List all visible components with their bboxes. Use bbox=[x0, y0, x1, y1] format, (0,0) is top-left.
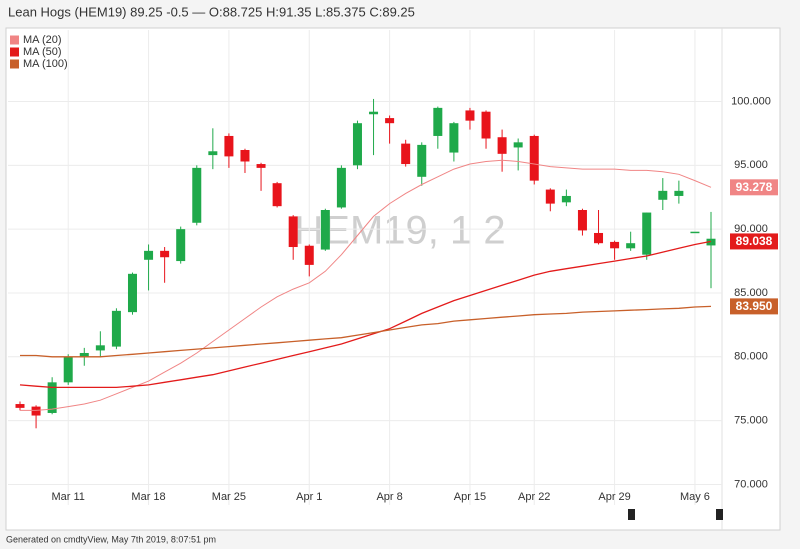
x-tick-label: Mar 18 bbox=[131, 491, 165, 503]
y-tick-label: 80.000 bbox=[734, 351, 768, 363]
candle-body bbox=[47, 382, 57, 413]
x-tick-label: May 6 bbox=[680, 491, 710, 503]
x-tick-label: Apr 22 bbox=[518, 491, 550, 503]
x-tick-label: Apr 1 bbox=[296, 491, 322, 503]
candle-body bbox=[513, 142, 523, 148]
candle-body bbox=[706, 238, 716, 246]
last-value-box bbox=[730, 298, 778, 315]
candle-body bbox=[111, 310, 121, 347]
candle-body bbox=[481, 111, 491, 139]
y-tick-label: 70.000 bbox=[734, 478, 768, 490]
legend-label: MA (50) bbox=[23, 46, 62, 58]
x-tick-label: Apr 8 bbox=[376, 491, 402, 503]
candle-body bbox=[449, 123, 459, 153]
candle-body bbox=[15, 404, 25, 408]
candle-body bbox=[160, 250, 170, 258]
x-tick-label: Apr 15 bbox=[454, 491, 486, 503]
candles bbox=[15, 98, 716, 429]
candle-body bbox=[95, 345, 105, 351]
candle-body bbox=[304, 245, 314, 265]
candle-body bbox=[192, 167, 202, 223]
last-value-box bbox=[730, 179, 778, 196]
candle-body bbox=[465, 110, 475, 121]
y-tick-label: 75.000 bbox=[734, 415, 768, 427]
last-value-label: 83.950 bbox=[736, 299, 773, 313]
candle-body bbox=[272, 183, 282, 207]
y-tick-label: 100.000 bbox=[731, 95, 771, 107]
legend-swatch bbox=[10, 59, 19, 69]
candle-body bbox=[208, 151, 218, 156]
candle-body bbox=[144, 250, 154, 260]
marker-icons bbox=[628, 509, 723, 520]
legend-swatch bbox=[10, 35, 19, 45]
candle-body bbox=[288, 216, 298, 248]
legend-swatch bbox=[10, 47, 19, 57]
footer: Generated on cmdtyView, May 7th 2019, 8:… bbox=[6, 534, 216, 544]
candle-body bbox=[369, 111, 379, 115]
candle-body bbox=[31, 406, 41, 416]
candle-body bbox=[63, 356, 73, 383]
chart-title: Lean Hogs (HEM19) 89.25 -0.5 — O:88.725 … bbox=[8, 4, 415, 19]
y-tick-label: 95.000 bbox=[734, 159, 768, 171]
candle-body bbox=[497, 137, 507, 154]
candle-body bbox=[674, 190, 684, 196]
candle-body bbox=[79, 352, 89, 357]
last-value-label: 89.038 bbox=[736, 234, 773, 248]
candle-body bbox=[545, 189, 555, 204]
candle-body bbox=[176, 229, 186, 262]
x-tick-label: Mar 11 bbox=[51, 491, 84, 503]
candle-body bbox=[240, 150, 250, 162]
candle-body bbox=[626, 243, 636, 249]
candle-body bbox=[561, 195, 571, 203]
candle-body bbox=[577, 210, 587, 231]
y-tick-label: 85.000 bbox=[734, 287, 768, 299]
candle-body bbox=[385, 118, 395, 124]
x-tick-label: Mar 25 bbox=[212, 491, 246, 503]
legend-label: MA (20) bbox=[23, 34, 62, 46]
candle-body bbox=[256, 164, 266, 168]
candle-body bbox=[224, 135, 234, 157]
candle-body bbox=[529, 135, 539, 181]
candle-body bbox=[417, 144, 427, 177]
candle-body bbox=[610, 241, 620, 249]
y-tick-label: 90.000 bbox=[734, 223, 768, 235]
candle-body bbox=[127, 273, 137, 313]
ma-line bbox=[20, 305, 712, 358]
last-value-label: 93.278 bbox=[736, 180, 773, 194]
ma-line bbox=[19, 240, 712, 389]
candle-body bbox=[433, 107, 443, 136]
plot-frame bbox=[5, 27, 781, 531]
candle-body bbox=[642, 212, 652, 255]
legend-label: MA (100) bbox=[23, 58, 68, 70]
candle-body bbox=[401, 143, 411, 165]
candle-body bbox=[690, 231, 700, 234]
candle-body bbox=[658, 190, 668, 200]
last-value-box bbox=[730, 233, 778, 250]
x-tick-label: Apr 29 bbox=[598, 491, 630, 503]
candle-body bbox=[336, 167, 346, 208]
candle-body bbox=[594, 232, 604, 244]
candle-body bbox=[320, 210, 330, 250]
candle-body bbox=[352, 123, 362, 166]
